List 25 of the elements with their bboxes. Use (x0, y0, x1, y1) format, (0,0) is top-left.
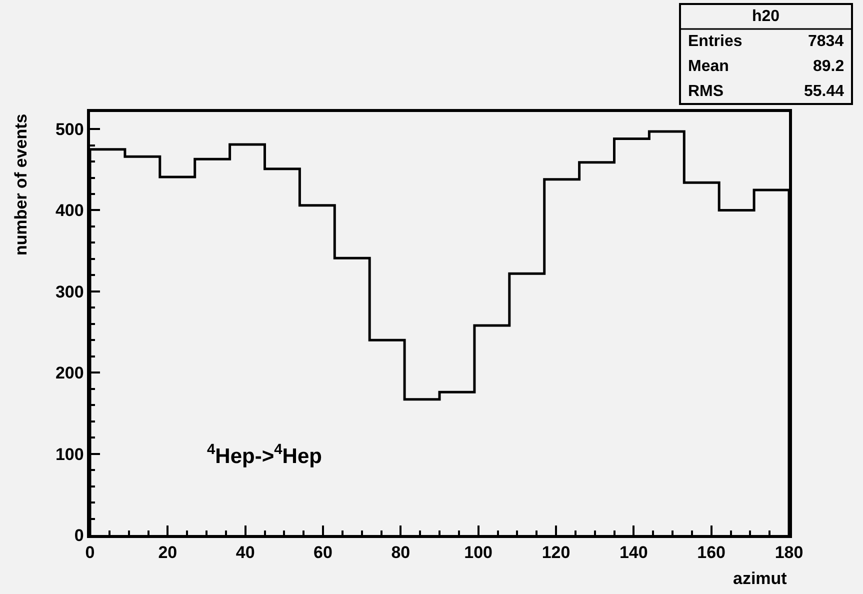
text: RMS (688, 83, 724, 100)
y-tick-label: 200 (55, 364, 84, 383)
text: 55.44 (804, 83, 844, 100)
x-tick-label: 120 (542, 543, 570, 562)
y-tick-label: 0 (74, 526, 84, 545)
text: h20 (752, 8, 780, 25)
text: 7834 (808, 33, 844, 50)
y-tick-label: 300 (55, 282, 84, 302)
y-tick-label: 100 (55, 444, 84, 464)
text: 89.2 (813, 58, 844, 75)
text: Mean (688, 58, 729, 75)
x-tick-label: 40 (236, 543, 255, 562)
x-tick-label: 160 (697, 543, 726, 562)
x-axis-title: azimut (733, 569, 788, 588)
y-tick-label: 400 (55, 201, 84, 220)
annotation: $^{4}$Hep->$^{4}$Hep (207, 442, 322, 468)
x-tick-label: 180 (774, 543, 804, 562)
x-tick-label: 100 (464, 543, 493, 562)
text: Entries (688, 33, 742, 50)
y-tick-label: 500 (55, 120, 84, 139)
x-tick-label: 60 (314, 543, 332, 562)
x-tick-label: 140 (619, 543, 648, 562)
y-axis-title: number of events (12, 114, 30, 256)
x-tick-label: 80 (391, 543, 410, 562)
x-tick-label: 20 (158, 543, 178, 562)
